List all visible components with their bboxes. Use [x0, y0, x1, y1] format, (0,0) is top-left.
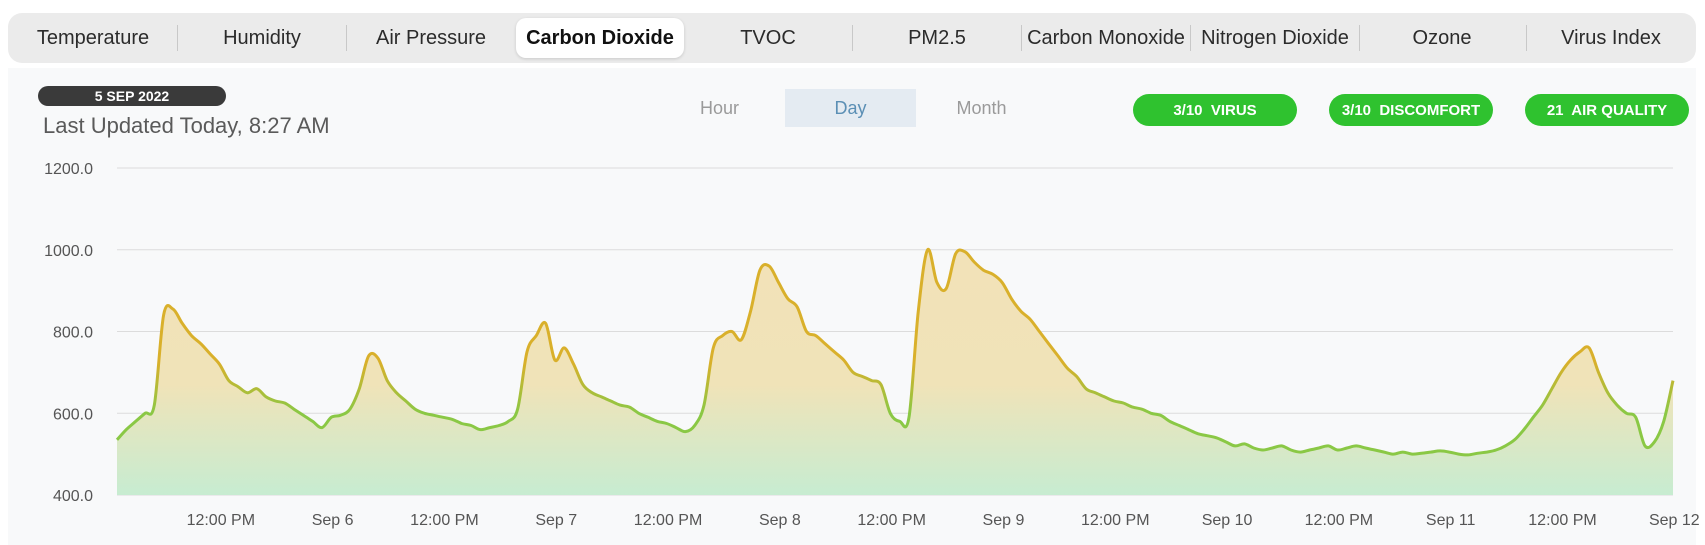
y-tick-label: 1000.0 [44, 243, 93, 260]
tab-carbon-dioxide[interactable]: Carbon Dioxide [516, 18, 684, 58]
x-tick-label: Sep 11 [1426, 512, 1476, 529]
x-tick-label: Sep 12 [1649, 512, 1700, 529]
x-tick-label: 12:00 PM [187, 512, 255, 529]
x-tick-label: 12:00 PM [410, 512, 478, 529]
x-tick-label: 12:00 PM [1081, 512, 1149, 529]
x-tick-label: 12:00 PM [1305, 512, 1373, 529]
x-tick-label: Sep 7 [535, 512, 577, 529]
co2-series-line [115, 248, 1675, 457]
tab-pm2-5[interactable]: PM2.5 [908, 26, 966, 49]
tab-humidity[interactable]: Humidity [223, 26, 301, 49]
x-tick-label: Sep 9 [983, 512, 1025, 529]
tab-virus-index[interactable]: Virus Index [1561, 26, 1661, 49]
tab-separator [177, 25, 178, 51]
discomfort-badge[interactable]: 3/10 DISCOMFORT [1329, 94, 1493, 126]
x-tick-label: 12:00 PM [634, 512, 702, 529]
tab-tvoc[interactable]: TVOC [740, 26, 796, 49]
virus-badge[interactable]: 3/10 VIRUS [1133, 94, 1297, 126]
x-tick-label: 12:00 PM [857, 512, 925, 529]
y-tick-label: 600.0 [53, 406, 93, 423]
tab-temperature[interactable]: Temperature [36, 26, 150, 49]
x-tick-label: Sep 8 [759, 512, 801, 529]
tab-separator [852, 25, 853, 51]
tab-ozone[interactable]: Ozone [1412, 26, 1472, 49]
date-badge: 5 SEP 2022 [38, 86, 226, 106]
x-tick-label: Sep 6 [312, 512, 354, 529]
tab-separator [1359, 25, 1360, 51]
last-updated-text: Last Updated Today, 8:27 AM [43, 113, 330, 138]
range-month-button[interactable]: Month [956, 97, 1007, 118]
range-hour-button[interactable]: Hour [699, 97, 739, 118]
tab-separator [1190, 25, 1191, 51]
air-quality-badge[interactable]: 21 AIR QUALITY [1525, 94, 1689, 126]
y-tick-label: 800.0 [53, 325, 93, 342]
range-day-button[interactable]: Day [785, 89, 916, 127]
tab-air-pressure[interactable]: Air Pressure [375, 26, 487, 49]
x-tick-label: Sep 10 [1202, 512, 1253, 529]
y-tick-label: 400.0 [53, 488, 93, 505]
x-tick-label: 12:00 PM [1528, 512, 1596, 529]
tab-separator [346, 25, 347, 51]
tab-separator [1526, 25, 1527, 51]
y-tick-label: 1200.0 [44, 161, 93, 178]
co2-area-fill [117, 249, 1673, 495]
tab-carbon-monoxide[interactable]: Carbon Monoxide [1027, 26, 1185, 49]
tab-separator [1021, 25, 1022, 51]
tab-nitrogen-dioxide[interactable]: Nitrogen Dioxide [1201, 26, 1349, 49]
